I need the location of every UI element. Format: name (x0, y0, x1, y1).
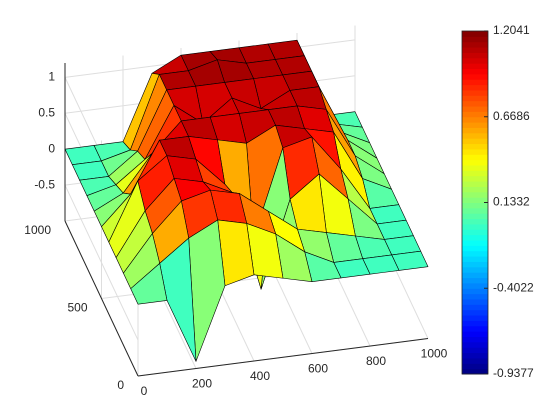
x-tick-label: 0 (141, 384, 148, 398)
colorbar-swatch (462, 293, 488, 300)
colorbar-swatch (462, 223, 488, 230)
colorbar-swatch (462, 79, 488, 86)
colorbar-swatch (462, 47, 488, 53)
colorbar-swatch (462, 234, 488, 241)
colorbar-swatch (462, 41, 488, 48)
colorbar-swatch (462, 256, 488, 262)
y-tick-label: 0 (117, 378, 124, 392)
colorbar-swatch (462, 164, 488, 171)
colorbar-swatch (462, 73, 488, 80)
colorbar-swatch (462, 352, 488, 359)
colorbar-swatch (462, 181, 488, 187)
z-tick-label: 1 (48, 70, 55, 84)
colorbar-swatch (462, 304, 488, 311)
colorbar-swatch (462, 341, 488, 348)
colorbar-swatch (462, 202, 488, 209)
colorbar-swatch (462, 363, 488, 370)
colorbar-tick-label: 0.1332 (493, 195, 530, 209)
colorbar-swatch (462, 282, 488, 289)
colorbar-swatch (462, 186, 488, 193)
colorbar-swatch (462, 315, 488, 321)
colorbar-swatch (462, 272, 488, 279)
colorbar-swatch (462, 95, 488, 102)
x-tick-label: 800 (366, 354, 386, 368)
y-tick-label: 500 (67, 301, 87, 315)
colorbar-swatch (462, 266, 488, 273)
colorbar-swatch (462, 368, 488, 375)
colorbar-swatch (462, 336, 488, 343)
colorbar-swatch (462, 191, 488, 198)
colorbar-swatch (462, 122, 488, 128)
colorbar-swatch (462, 36, 488, 43)
colorbar-swatch (462, 277, 488, 284)
colorbar-swatch (462, 31, 488, 37)
colorbar-tick-label: -0.4022 (493, 280, 534, 294)
x-tick-label: 600 (308, 362, 328, 376)
colorbar-swatch (462, 100, 488, 107)
colorbar-swatch (462, 298, 488, 305)
z-tick-label: -0.5 (34, 177, 55, 191)
axis-line (64, 220, 139, 377)
colorbar-swatch (462, 320, 488, 327)
colorbar-swatch (462, 331, 488, 337)
surface-face (130, 263, 168, 305)
colorbar-swatch (462, 127, 488, 134)
colorbar (461, 30, 489, 375)
colorbar-tick-label: -0.9377 (493, 366, 534, 380)
colorbar-swatch (462, 68, 488, 75)
colorbar-swatch (462, 229, 488, 236)
colorbar-tick-label: 1.2041 (493, 23, 530, 37)
x-tick-label: 1000 (421, 347, 448, 361)
colorbar-swatch (462, 250, 488, 257)
colorbar-swatch (462, 357, 488, 364)
colorbar-swatch (462, 106, 488, 112)
colorbar-swatch (462, 132, 488, 139)
colorbar-swatch (462, 57, 488, 64)
y-tick-label: 1000 (24, 223, 51, 237)
colorbar-swatch (462, 261, 488, 268)
colorbar-swatch (462, 170, 488, 177)
colorbar-swatch (462, 143, 488, 150)
colorbar-swatch (462, 213, 488, 220)
grid-line (64, 184, 139, 341)
z-tick-label: 0.5 (38, 105, 55, 119)
x-tick-label: 200 (192, 377, 212, 391)
colorbar-swatch (462, 89, 488, 96)
colorbar-swatch (462, 63, 488, 70)
colorbar-swatch (462, 288, 488, 295)
z-tick-label: 0 (48, 141, 55, 155)
colorbar-swatch (462, 138, 488, 145)
axis-line (137, 338, 429, 377)
colorbar-swatch (462, 175, 488, 182)
colorbar-swatch (462, 207, 488, 214)
colorbar-swatch (462, 116, 488, 123)
colorbar-swatch (462, 111, 488, 118)
colorbar-swatch (462, 84, 488, 91)
colorbar-swatch (462, 325, 488, 332)
colorbar-swatch (462, 218, 488, 225)
colorbar-swatch (462, 52, 488, 59)
x-tick-label: 400 (250, 369, 270, 383)
colorbar-swatch (462, 159, 488, 166)
colorbar-swatch (462, 245, 488, 252)
colorbar-swatch (462, 240, 488, 246)
colorbar-tick-label: 0.6686 (493, 109, 530, 123)
colorbar-swatch (462, 309, 488, 316)
colorbar-swatch (462, 154, 488, 161)
colorbar-swatch (462, 197, 488, 203)
colorbar-swatch (462, 148, 488, 155)
colorbar-swatch (462, 347, 488, 354)
